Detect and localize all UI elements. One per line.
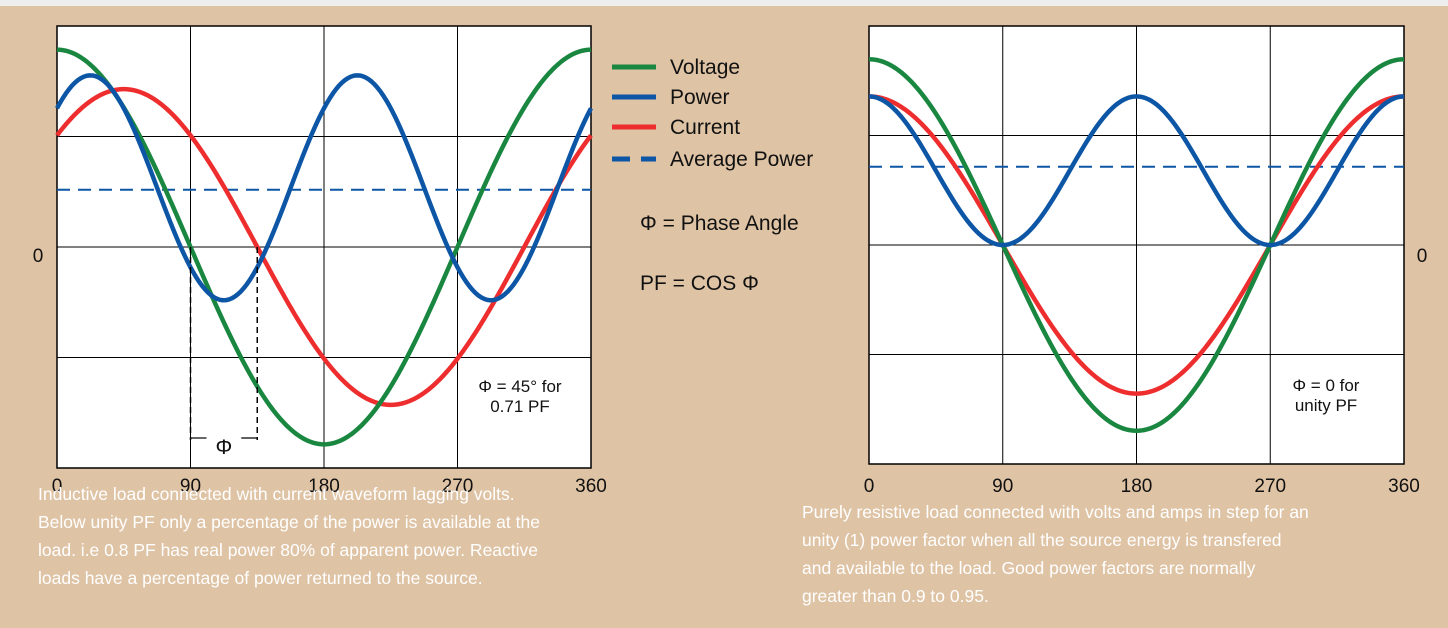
annotation-line-1: Φ = 45° for [478,377,562,396]
series-power [55,73,593,303]
caption-line: unity (1) power factor when all the sour… [802,530,1282,550]
caption-line: and available to the load. Good power fa… [802,558,1256,578]
legend: Voltage Power Current Average Power Φ = … [612,56,813,295]
x-tick-label: 360 [575,476,607,497]
caption-resistive-load: Purely resistive load connected with vol… [802,498,1442,610]
series-current [868,94,1405,396]
top-strip [0,0,1448,6]
phase-angle-marker: Φ [189,247,258,459]
caption-line: Below unity PF only a percentage of the … [38,512,540,532]
x-tick-label: 360 [1388,476,1420,497]
series-current [55,86,593,408]
caption-line: load. i.e 0.8 PF has real power 80% of a… [38,540,539,560]
power-factor-definition: PF = COS Φ [640,272,759,295]
caption-line: loads have a percentage of power returne… [38,568,483,588]
series-voltage [868,56,1405,434]
annotation-line-1: Φ = 0 for [1293,376,1360,395]
chart-inductive-load: Φ 0 0 90 180 270 360 Φ = 45° for 0.71 PF [33,25,607,497]
x-tick-label: 0 [52,476,63,497]
x-tick-label: 270 [442,476,474,497]
x-tick-label: 180 [1121,476,1153,497]
caption-line: Purely resistive load connected with vol… [802,502,1309,522]
y-tick-zero: 0 [33,246,44,267]
series-group [868,56,1405,434]
annotation-line-2: 0.71 PF [490,397,550,416]
annotation-line-2: unity PF [1295,396,1357,415]
series-power [868,94,1405,248]
x-tick-labels: 0 90 180 270 360 [52,476,607,497]
y-tick-zero: 0 [1417,246,1428,267]
x-tick-label: 0 [864,476,875,497]
x-tick-labels: 0 90 180 270 360 [864,476,1420,497]
phase-angle-definition: Φ = Phase Angle [640,212,799,235]
legend-label-current: Current [670,116,740,139]
caption-line: Inductive load connected with current wa… [38,484,515,504]
x-tick-label: 90 [992,476,1013,497]
caption-inductive-load: Inductive load connected with current wa… [38,480,678,592]
x-tick-label: 180 [308,476,340,497]
chart-resistive-load: 0 0 90 180 270 360 Φ = 0 for unity PF [864,25,1428,497]
series-group [55,47,593,447]
legend-label-average-power: Average Power [670,148,813,171]
legend-label-voltage: Voltage [670,56,740,79]
legend-label-power: Power [670,86,730,109]
x-tick-label: 90 [180,476,201,497]
phase-symbol-label: Φ [215,436,232,459]
series-voltage [56,47,592,447]
caption-line: greater than 0.9 to 0.95. [802,586,989,606]
x-tick-label: 270 [1254,476,1286,497]
